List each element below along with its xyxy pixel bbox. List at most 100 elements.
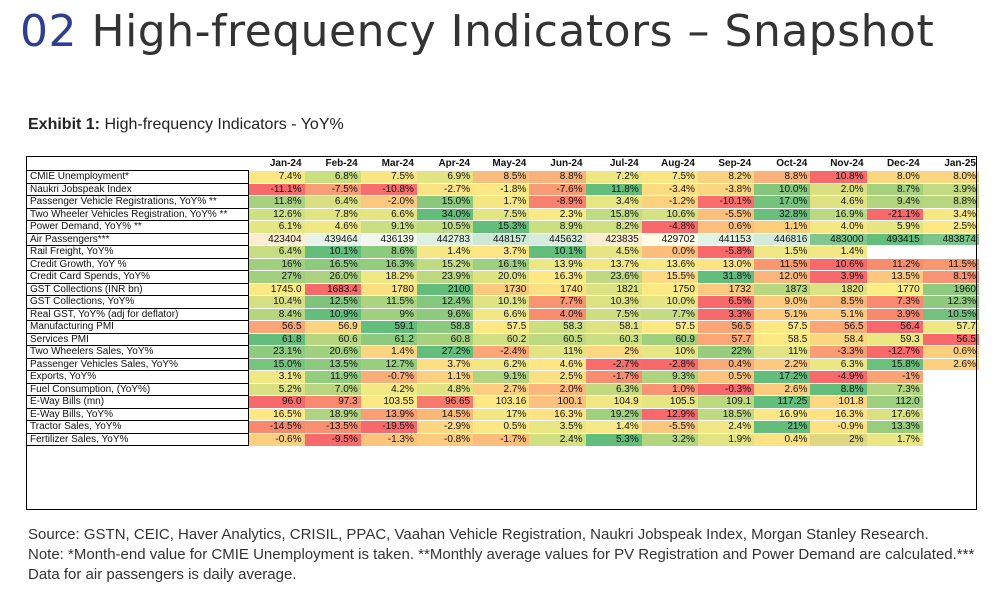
table-cell: 4.0% bbox=[529, 308, 586, 321]
table-cell: 441153 bbox=[697, 233, 755, 246]
table-cell: 10.5% bbox=[416, 220, 474, 233]
table-cell: 22% bbox=[697, 345, 755, 358]
table-cell: 17.0% bbox=[754, 195, 811, 208]
table-cell: -0.3% bbox=[697, 383, 755, 396]
table-cell: 8.8% bbox=[810, 383, 867, 396]
table-cell: 2% bbox=[810, 433, 867, 446]
table-cell: -2.8% bbox=[641, 358, 698, 371]
table-cell: 6.6% bbox=[360, 208, 417, 221]
table-cell: 5.1% bbox=[810, 308, 867, 321]
table-cell: 34.0% bbox=[416, 208, 474, 221]
column-header: Jan-25 bbox=[944, 157, 976, 169]
table-cell: 1.9% bbox=[697, 433, 755, 446]
table-cell: 2.5% bbox=[529, 370, 586, 383]
column-header: Aug-24 bbox=[661, 157, 695, 169]
table-cell: 56.5 bbox=[922, 333, 979, 346]
table-cell: 0.6% bbox=[922, 345, 979, 358]
table-cell: 18.2% bbox=[360, 270, 417, 283]
table-cell: 4.6% bbox=[304, 220, 361, 233]
table-cell: 446816 bbox=[754, 233, 811, 246]
table-row: Services PMI 61.8 60.6 61.2 60.8 60.2 60.5 60.3… bbox=[26, 332, 979, 346]
table-row: Real GST, YoY% (adj for deflator) 8.4% 10.… bbox=[26, 307, 979, 321]
table-cell: 18.5% bbox=[697, 408, 755, 421]
table-cell: 445632 bbox=[529, 233, 586, 246]
table-cell: 7.7% bbox=[641, 308, 698, 321]
table-cell: 13.9% bbox=[360, 408, 417, 421]
table-cell: 1.4% bbox=[360, 345, 417, 358]
table-cell: 11% bbox=[529, 345, 586, 358]
table-cell: 7.4% bbox=[248, 170, 305, 183]
table-cell: 2.5% bbox=[922, 220, 979, 233]
table-cell: 112.0 bbox=[866, 395, 923, 408]
table-cell bbox=[866, 245, 923, 258]
table-cell: 10.6% bbox=[810, 258, 867, 271]
exhibit-title: High-frequency Indicators - YoY% bbox=[104, 116, 344, 133]
table-cell: 2.4% bbox=[697, 420, 755, 433]
table-cell: 61.2 bbox=[360, 333, 417, 346]
table-cell: 3.4% bbox=[585, 195, 642, 208]
table-cell: 23.6% bbox=[585, 270, 642, 283]
table-cell: 15.2% bbox=[416, 258, 474, 271]
table-cell: 10.4% bbox=[248, 295, 305, 308]
column-header: Oct-24 bbox=[776, 157, 808, 169]
table-cell: 483000 bbox=[810, 233, 867, 246]
table-cell: 8.5% bbox=[810, 295, 867, 308]
table-cell: 10.5% bbox=[922, 308, 979, 321]
table-cell: 3.3% bbox=[697, 308, 755, 321]
table-cell: 1820 bbox=[810, 283, 867, 296]
table-cell: 8.6% bbox=[360, 245, 417, 258]
table-cell: 56.5 bbox=[248, 320, 305, 333]
table-row: Credit Growth, YoY % 16% 16.5% 16.3% 15.2% 16… bbox=[26, 257, 979, 271]
table-cell: 15.0% bbox=[416, 195, 474, 208]
table-cell: 57.7 bbox=[922, 320, 979, 333]
page-title-text: High-frequency Indicators – Snapshot bbox=[91, 6, 935, 57]
table-cell: 13.5% bbox=[866, 270, 923, 283]
table-cell: 16.3% bbox=[810, 408, 867, 421]
table-cell: 104.9 bbox=[585, 395, 642, 408]
table-row: Passenger Vehicles Sales, YoY% 15.0% 13.5%… bbox=[26, 357, 979, 371]
table-cell: 100.1 bbox=[529, 395, 586, 408]
table-cell: 439464 bbox=[304, 233, 361, 246]
table-cell: 7.0% bbox=[304, 383, 361, 396]
table-cell: 2.6% bbox=[754, 383, 811, 396]
table-cell bbox=[922, 370, 979, 383]
table-cell: 9.0% bbox=[754, 295, 811, 308]
table-cell: 8.7% bbox=[866, 183, 923, 196]
table-cell: -10.1% bbox=[697, 195, 755, 208]
table-cell: -1.7% bbox=[473, 433, 530, 446]
table-row: E-Way Bills (mn) 96.0 97.3 103.55 96.65 103.1… bbox=[26, 395, 979, 409]
table-cell: 27.2% bbox=[416, 345, 474, 358]
table-cell: 9% bbox=[360, 308, 417, 321]
table-cell: 2% bbox=[585, 345, 642, 358]
row-label: Passenger Vehicle Registrations, YoY% ** bbox=[26, 195, 249, 209]
table-cell: -3.3% bbox=[810, 345, 867, 358]
table-cell: 17.2% bbox=[754, 370, 811, 383]
table-cell: 58.3 bbox=[529, 320, 586, 333]
table-cell: 60.5 bbox=[529, 333, 586, 346]
row-label: Fertilizer Sales, YoY% bbox=[26, 432, 249, 446]
table-cell: 10.8% bbox=[810, 170, 867, 183]
table-cell: -0.7% bbox=[360, 370, 417, 383]
table-row: GST Collections (INR bn) 1745.0 1683.4 1780… bbox=[26, 282, 979, 296]
row-label: Passenger Vehicles Sales, YoY% bbox=[26, 357, 249, 371]
table-cell: 1.5% bbox=[754, 245, 811, 258]
table-row: E-Way Bills, YoY% 16.5% 18.9% 13.9% 14.5% 17%… bbox=[26, 407, 979, 421]
table-row: GST Collections, YoY% 10.4% 12.5% 11.5% 12.4… bbox=[26, 295, 979, 309]
row-label: Air Passengers*** bbox=[26, 232, 249, 246]
table-cell: -2.4% bbox=[473, 345, 530, 358]
table-cell: 6.2% bbox=[473, 358, 530, 371]
table-cell: 16.9% bbox=[754, 408, 811, 421]
table-cell: 10.1% bbox=[473, 295, 530, 308]
column-header: Nov-24 bbox=[830, 157, 864, 169]
table-cell: 4.0% bbox=[810, 220, 867, 233]
table-cell: 8.1% bbox=[922, 270, 979, 283]
table-cell: 59.1 bbox=[360, 320, 417, 333]
table-cell: 0.5% bbox=[697, 370, 755, 383]
table-cell: 7.2% bbox=[585, 170, 642, 183]
row-label: Manufacturing PMI bbox=[26, 320, 249, 334]
table-header-row: Jan-24 Feb-24 Mar-24 Apr-24 May-24 Jun-24 Jul-… bbox=[27, 157, 980, 171]
table-cell: 16% bbox=[248, 258, 305, 271]
table-cell: 3.7% bbox=[473, 245, 530, 258]
table-row: Power Demand, YoY% ** 6.1% 4.6% 9.1% 10.5% 15… bbox=[26, 220, 979, 234]
column-header: May-24 bbox=[492, 157, 527, 169]
